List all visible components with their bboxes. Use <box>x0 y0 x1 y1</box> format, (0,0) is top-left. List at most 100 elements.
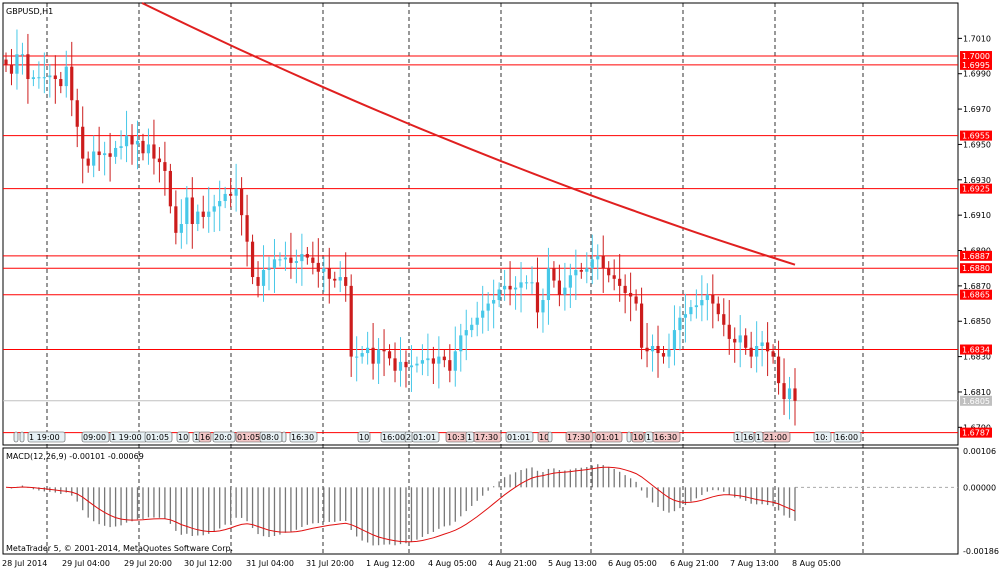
x-label-8: 4 Aug 21:00 <box>488 559 537 568</box>
candle-39 <box>218 180 222 232</box>
candle-113 <box>623 274 627 314</box>
event-marker-32[interactable]: 1 <box>754 431 764 443</box>
candle-3 <box>20 42 25 75</box>
y-label-7: 1.6870 <box>963 282 991 291</box>
event-marker-30[interactable]: 1 <box>733 431 743 443</box>
event-marker-25[interactable]: 01:01 <box>594 431 623 443</box>
candle-130 <box>716 296 720 322</box>
svg-text:1: 1 <box>646 433 651 442</box>
event-marker-11[interactable]: 08:0 <box>259 431 283 443</box>
event-marker-1[interactable] <box>19 431 25 443</box>
copyright-text: MetaTrader 5, © 2001-2014, MetaQuotes So… <box>6 544 233 553</box>
candle-4 <box>26 33 30 104</box>
event-marker-35[interactable]: 16:00 <box>833 431 862 443</box>
candle-50 <box>278 252 282 267</box>
event-marker-8[interactable]: 16 <box>198 431 212 443</box>
candle-89 <box>492 279 496 329</box>
svg-text:16:30: 16:30 <box>291 433 314 442</box>
candle-9 <box>53 55 57 104</box>
event-marker-15[interactable]: 16:00 <box>380 431 409 443</box>
event-marker-34[interactable]: 10: <box>813 431 832 443</box>
x-label-2: 29 Jul 20:00 <box>124 559 172 568</box>
level-tag-1: 1.6995 <box>962 61 990 70</box>
x-label-1: 29 Jul 04:00 <box>62 559 110 568</box>
macd-panel[interactable] <box>2 447 959 555</box>
candle-25 <box>141 133 145 161</box>
event-markers[interactable]: 1 19:00 09:00 1 19:00 01:05 10 1 16 20:0 01:05 08… <box>13 431 862 443</box>
event-marker-23[interactable] <box>547 431 553 443</box>
candle-133 <box>733 327 737 363</box>
y-label-10: 1.6810 <box>963 388 991 397</box>
candle-61 <box>338 261 342 293</box>
candle-38 <box>212 194 216 232</box>
event-marker-19[interactable]: 1 <box>465 431 475 443</box>
candle-51 <box>283 241 288 271</box>
candle-67 <box>371 323 375 380</box>
svg-text:01:01: 01:01 <box>413 433 436 442</box>
x-label-9: 5 Aug 13:00 <box>548 559 597 568</box>
x-label-13: 8 Aug 05:00 <box>792 559 841 568</box>
candle-123 <box>678 306 682 351</box>
event-marker-21[interactable]: 01:01 <box>505 431 534 443</box>
candle-18 <box>103 141 107 176</box>
macd-y-label-2: -0.00186 <box>963 547 999 556</box>
event-marker-29[interactable]: 16:30 <box>652 431 681 443</box>
event-marker-14[interactable]: 10 <box>357 431 371 443</box>
event-marker-10[interactable]: 01:05 <box>235 431 264 443</box>
candle-6 <box>37 61 41 89</box>
event-marker-2[interactable]: 1 19:00 <box>27 431 66 443</box>
svg-text:10: 10 <box>633 433 643 442</box>
candle-142 <box>782 358 786 415</box>
candle-105 <box>579 262 583 279</box>
candle-26 <box>146 128 151 165</box>
event-marker-9[interactable]: 20:0 <box>212 431 236 443</box>
y-label-2: 1.6970 <box>963 105 991 114</box>
level-tag-3: 1.6925 <box>962 185 990 194</box>
event-marker-26[interactable] <box>626 431 632 443</box>
svg-text:16: 16 <box>743 433 753 442</box>
svg-text:1: 1 <box>756 433 761 442</box>
event-marker-31[interactable]: 16 <box>741 431 755 443</box>
event-marker-27[interactable]: 10 <box>631 431 645 443</box>
candle-14 <box>81 106 85 184</box>
svg-text:16:00: 16:00 <box>835 433 858 442</box>
candle-42 <box>234 163 238 212</box>
candle-134 <box>738 315 742 368</box>
main-panel[interactable] <box>2 2 959 446</box>
level-tag-2: 1.6955 <box>962 132 990 141</box>
event-marker-18[interactable]: 10:3 <box>445 431 469 443</box>
grid-lines <box>46 3 864 554</box>
horizontal-levels[interactable] <box>3 55 958 434</box>
x-label-11: 6 Aug 21:00 <box>670 559 719 568</box>
x-label-7: 4 Aug 05:00 <box>428 559 477 568</box>
event-marker-5[interactable]: 01:05 <box>144 431 173 443</box>
candle-34 <box>190 177 194 249</box>
candle-54 <box>300 233 304 286</box>
level-tag-bg-6 <box>960 289 992 300</box>
event-marker-3[interactable]: 09:00 <box>81 431 110 443</box>
candle-78 <box>431 346 435 385</box>
candle-62 <box>344 252 348 302</box>
event-marker-6[interactable]: 10 <box>176 431 190 443</box>
event-marker-4[interactable]: 1 19:00 <box>109 431 148 443</box>
event-marker-12[interactable] <box>281 431 287 443</box>
candle-12 <box>70 41 74 117</box>
candle-49 <box>272 239 277 293</box>
event-marker-13[interactable]: 16:30 <box>289 431 318 443</box>
candle-27 <box>152 119 156 175</box>
x-label-12: 7 Aug 13:00 <box>730 559 779 568</box>
event-marker-28[interactable]: 1 <box>644 431 654 443</box>
event-marker-20[interactable]: 17:30 <box>473 431 502 443</box>
candle-53 <box>294 249 298 284</box>
candle-140 <box>771 344 775 364</box>
event-marker-33[interactable]: 21:00 <box>762 431 791 443</box>
x-label-5: 31 Jul 20:00 <box>306 559 354 568</box>
y-label-1: 1.6990 <box>963 70 991 79</box>
event-marker-24[interactable]: 17:30 <box>565 431 594 443</box>
svg-text:16: 16 <box>200 433 210 442</box>
candle-99 <box>546 247 551 325</box>
event-marker-17[interactable]: 01:01 <box>411 431 440 443</box>
event-marker-0[interactable] <box>13 431 19 443</box>
